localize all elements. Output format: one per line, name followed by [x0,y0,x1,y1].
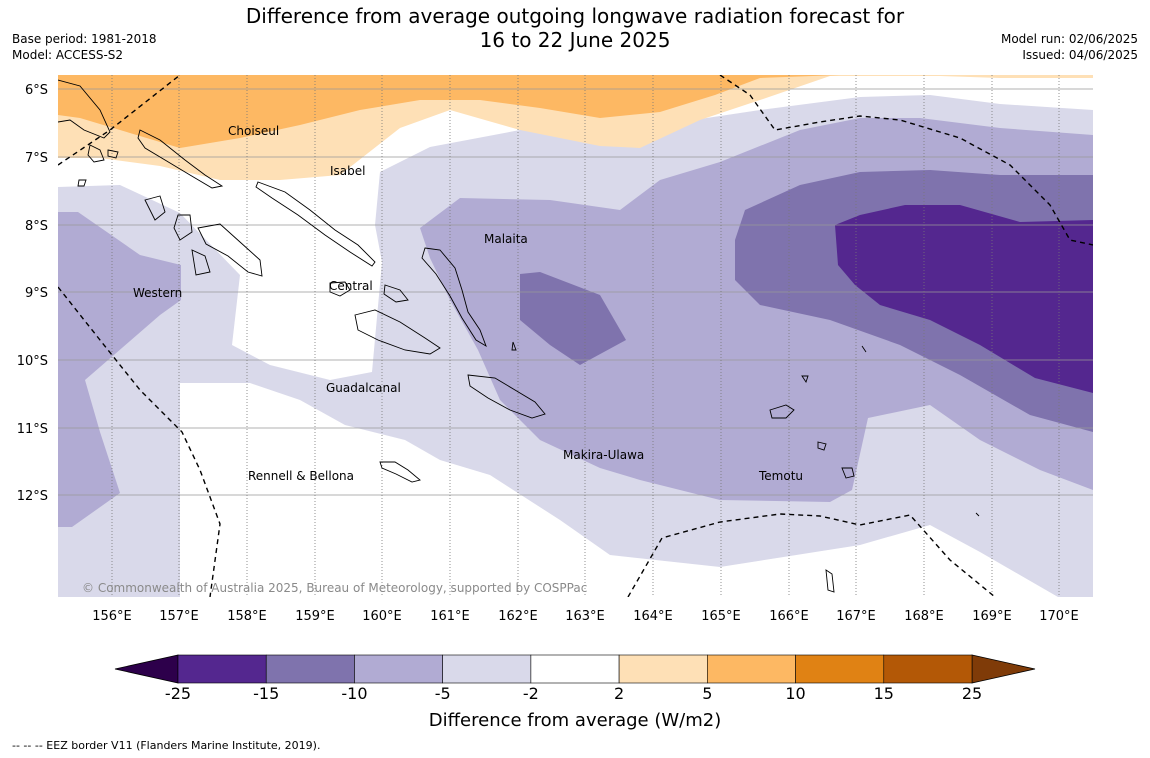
lon-label: 168°E [904,609,944,624]
lon-label: 165°E [701,609,741,624]
colorbar-title: Difference from average (W/m2) [429,710,721,731]
graticule [58,88,1093,496]
label-rennell-bellona: Rennell & Bellona [248,469,354,483]
eez-north-west [58,75,181,166]
band-minus15 [835,205,1093,393]
lon-label: 166°E [769,609,809,624]
map-title: Difference from average outgoing longwav… [0,4,1150,52]
lon-label: 159°E [295,609,335,624]
lat-label: 11°S [17,422,48,437]
label-choiseul: Choiseul [228,124,279,138]
colorbar-tick-label: 2 [614,684,624,703]
colorbar-boxes [177,654,973,684]
eez-south [627,513,996,597]
lat-label: 6°S [25,83,48,98]
choiseul-island [137,129,224,189]
meta-right: Model run: 02/06/2025 Issued: 04/06/2025 [1001,31,1138,63]
meridians [111,75,1060,597]
colorbar-box [354,654,443,684]
meta-left: Base period: 1981-2018 Model: ACCESS-S2 [12,31,157,63]
colorbar-box [177,654,267,684]
colorbar-over-arrow [971,654,1036,684]
colorbar-box [883,654,973,684]
label-isabel: Isabel [330,164,365,178]
isabel-island [255,181,376,267]
colorbar-tick-label: -10 [341,684,367,703]
coastlines [58,79,980,593]
label-western: Western [133,286,182,300]
lat-label: 9°S [25,286,48,301]
colorbar-box [795,654,885,684]
small-islets [77,179,980,593]
model-name: Model: ACCESS-S2 [12,48,124,62]
base-period: Base period: 1981-2018 [12,32,157,46]
label-central: Central [329,279,373,293]
lon-label: 160°E [362,609,402,624]
lat-label: 12°S [17,489,48,504]
eez-borders [58,75,1093,597]
issued-date: Issued: 04/06/2025 [1022,48,1138,62]
lon-label: 164°E [633,609,673,624]
title-line-1: Difference from average outgoing longwav… [245,4,905,28]
colorbar-tick-label: -25 [165,684,191,703]
copyright-notice: © Commonwealth of Australia 2025, Bureau… [82,581,587,595]
colorbar-tick-label: 10 [785,684,805,703]
colorbar-box [707,654,796,684]
longitude-labels: 156°E 157°E 158°E 159°E 160°E 161°E 162°… [92,609,1079,624]
eez-footnote: -- -- -- EEZ border V11 (Flanders Marine… [12,739,321,752]
label-temotu: Temotu [758,469,803,483]
title-line-2: 16 to 22 June 2025 [479,28,671,52]
lon-label: 170°E [1039,609,1079,624]
colorbar-box [265,654,355,684]
eez-north-east [719,75,1093,246]
colorbar-tick-label: -2 [523,684,539,703]
colorbar-box [442,654,532,684]
colorbar-tick-label: -5 [435,684,451,703]
rennell-island [379,461,421,483]
shortland-islands [87,144,119,163]
map-plot-area: Choiseul Isabel Malaita Western Central … [58,75,1093,597]
colorbar-ticks: -25 -15 -10 -5 -2 2 5 10 15 25 [165,684,982,703]
lon-label: 158°E [227,609,267,624]
lon-label: 157°E [159,609,199,624]
colorbar-box [530,654,620,684]
latitude-labels: 6°S 7°S 8°S 9°S 10°S 11°S 12°S [17,83,48,504]
colorbar-box [618,654,708,684]
malaita-island [421,247,487,348]
makira-island [467,374,546,419]
lon-label: 161°E [430,609,470,624]
lon-label: 163°E [565,609,605,624]
lon-label: 169°E [972,609,1012,624]
colorbar-tick-label: 25 [962,684,982,703]
colorbar: -25 -15 -10 -5 -2 2 5 10 15 25 Difference from av… [114,654,1036,731]
lat-label: 8°S [25,219,48,234]
eez-west [58,286,221,597]
lat-label: 10°S [17,354,48,369]
lat-label: 7°S [25,151,48,166]
colorbar-tick-label: 15 [874,684,894,703]
model-run: Model run: 02/06/2025 [1000,32,1138,46]
band-minus5 [58,212,181,527]
bougainville-coast [58,79,111,139]
florida-islands [329,281,409,303]
santa-cruz-islands [769,404,855,479]
guadalcanal-island [354,309,441,355]
band-plus5 [58,75,840,148]
region-labels: Choiseul Isabel Malaita Western Central … [133,124,803,483]
label-malaita: Malaita [484,232,528,246]
colorbar-tick-label: 5 [702,684,712,703]
lon-label: 156°E [92,609,132,624]
label-guadalcanal: Guadalcanal [326,381,401,395]
colorbar-tick-label: -15 [253,684,279,703]
new-georgia-islands [144,195,263,277]
lon-label: 162°E [498,609,538,624]
band-minus10-a [520,272,626,365]
label-makira-ulawa: Makira-Ulawa [563,448,644,462]
colorbar-under-arrow [114,654,179,684]
lon-label: 167°E [836,609,876,624]
